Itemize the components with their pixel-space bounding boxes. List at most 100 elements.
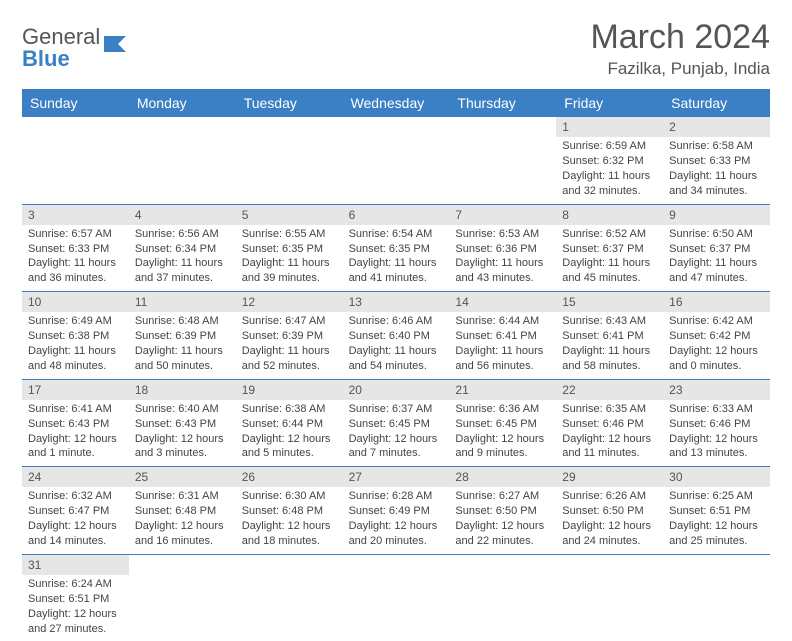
logo: General Blue bbox=[22, 26, 132, 70]
sunrise-text: Sunrise: 6:49 AM bbox=[28, 314, 123, 329]
daylight-text: Daylight: 12 hours and 14 minutes. bbox=[28, 519, 123, 549]
sunrise-text: Sunrise: 6:44 AM bbox=[455, 314, 550, 329]
day-number: 23 bbox=[663, 380, 770, 400]
sunset-text: Sunset: 6:35 PM bbox=[349, 242, 444, 257]
daylight-text: Daylight: 12 hours and 3 minutes. bbox=[135, 432, 230, 462]
calendar-cell-empty bbox=[343, 555, 450, 641]
calendar-cell-empty bbox=[129, 117, 236, 205]
day-number: 28 bbox=[449, 467, 556, 487]
daylight-text: Daylight: 11 hours and 43 minutes. bbox=[455, 256, 550, 286]
day-number: 29 bbox=[556, 467, 663, 487]
day-number: 27 bbox=[343, 467, 450, 487]
page-header: General Blue March 2024 Fazilka, Punjab,… bbox=[22, 18, 770, 79]
calendar-cell: 21Sunrise: 6:36 AMSunset: 6:45 PMDayligh… bbox=[449, 380, 556, 468]
title-block: March 2024 Fazilka, Punjab, India bbox=[590, 18, 770, 79]
daylight-text: Daylight: 11 hours and 54 minutes. bbox=[349, 344, 444, 374]
calendar-cell: 7Sunrise: 6:53 AMSunset: 6:36 PMDaylight… bbox=[449, 205, 556, 293]
sunset-text: Sunset: 6:50 PM bbox=[455, 504, 550, 519]
day-number: 9 bbox=[663, 205, 770, 225]
sunrise-text: Sunrise: 6:33 AM bbox=[669, 402, 764, 417]
day-number: 19 bbox=[236, 380, 343, 400]
sunset-text: Sunset: 6:38 PM bbox=[28, 329, 123, 344]
sunset-text: Sunset: 6:51 PM bbox=[28, 592, 123, 607]
daylight-text: Daylight: 12 hours and 16 minutes. bbox=[135, 519, 230, 549]
calendar-cell-empty bbox=[22, 117, 129, 205]
day-number: 6 bbox=[343, 205, 450, 225]
calendar-cell: 10Sunrise: 6:49 AMSunset: 6:38 PMDayligh… bbox=[22, 292, 129, 380]
sunrise-text: Sunrise: 6:53 AM bbox=[455, 227, 550, 242]
sunset-text: Sunset: 6:47 PM bbox=[28, 504, 123, 519]
sunrise-text: Sunrise: 6:24 AM bbox=[28, 577, 123, 592]
daylight-text: Daylight: 12 hours and 22 minutes. bbox=[455, 519, 550, 549]
daylight-text: Daylight: 12 hours and 1 minute. bbox=[28, 432, 123, 462]
sunrise-text: Sunrise: 6:37 AM bbox=[349, 402, 444, 417]
sunset-text: Sunset: 6:46 PM bbox=[669, 417, 764, 432]
sunrise-text: Sunrise: 6:38 AM bbox=[242, 402, 337, 417]
sunrise-text: Sunrise: 6:30 AM bbox=[242, 489, 337, 504]
calendar-cell-empty bbox=[663, 555, 770, 641]
sunrise-text: Sunrise: 6:36 AM bbox=[455, 402, 550, 417]
daylight-text: Daylight: 11 hours and 50 minutes. bbox=[135, 344, 230, 374]
daylight-text: Daylight: 12 hours and 9 minutes. bbox=[455, 432, 550, 462]
calendar-cell: 24Sunrise: 6:32 AMSunset: 6:47 PMDayligh… bbox=[22, 467, 129, 555]
sunset-text: Sunset: 6:46 PM bbox=[562, 417, 657, 432]
sunrise-text: Sunrise: 6:47 AM bbox=[242, 314, 337, 329]
day-number: 20 bbox=[343, 380, 450, 400]
daylight-text: Daylight: 11 hours and 47 minutes. bbox=[669, 256, 764, 286]
calendar-cell: 13Sunrise: 6:46 AMSunset: 6:40 PMDayligh… bbox=[343, 292, 450, 380]
day-header: Tuesday bbox=[236, 89, 343, 117]
sunrise-text: Sunrise: 6:54 AM bbox=[349, 227, 444, 242]
sunrise-text: Sunrise: 6:35 AM bbox=[562, 402, 657, 417]
calendar-cell-empty bbox=[556, 555, 663, 641]
flag-icon bbox=[104, 34, 132, 59]
day-number: 8 bbox=[556, 205, 663, 225]
calendar-header-row: SundayMondayTuesdayWednesdayThursdayFrid… bbox=[22, 89, 770, 117]
sunset-text: Sunset: 6:42 PM bbox=[669, 329, 764, 344]
calendar-cell: 31Sunrise: 6:24 AMSunset: 6:51 PMDayligh… bbox=[22, 555, 129, 641]
calendar-cell: 16Sunrise: 6:42 AMSunset: 6:42 PMDayligh… bbox=[663, 292, 770, 380]
sunset-text: Sunset: 6:51 PM bbox=[669, 504, 764, 519]
day-number: 16 bbox=[663, 292, 770, 312]
calendar-cell: 5Sunrise: 6:55 AMSunset: 6:35 PMDaylight… bbox=[236, 205, 343, 293]
calendar-cell-empty bbox=[236, 555, 343, 641]
day-number: 24 bbox=[22, 467, 129, 487]
day-number: 12 bbox=[236, 292, 343, 312]
calendar-cell: 9Sunrise: 6:50 AMSunset: 6:37 PMDaylight… bbox=[663, 205, 770, 293]
sunrise-text: Sunrise: 6:31 AM bbox=[135, 489, 230, 504]
calendar-cell: 17Sunrise: 6:41 AMSunset: 6:43 PMDayligh… bbox=[22, 380, 129, 468]
day-number: 15 bbox=[556, 292, 663, 312]
day-header: Sunday bbox=[22, 89, 129, 117]
sunrise-text: Sunrise: 6:48 AM bbox=[135, 314, 230, 329]
calendar-cell: 2Sunrise: 6:58 AMSunset: 6:33 PMDaylight… bbox=[663, 117, 770, 205]
day-number: 11 bbox=[129, 292, 236, 312]
daylight-text: Daylight: 12 hours and 7 minutes. bbox=[349, 432, 444, 462]
calendar-cell: 22Sunrise: 6:35 AMSunset: 6:46 PMDayligh… bbox=[556, 380, 663, 468]
calendar-cell: 1Sunrise: 6:59 AMSunset: 6:32 PMDaylight… bbox=[556, 117, 663, 205]
sunrise-text: Sunrise: 6:59 AM bbox=[562, 139, 657, 154]
daylight-text: Daylight: 11 hours and 48 minutes. bbox=[28, 344, 123, 374]
calendar-body: 1Sunrise: 6:59 AMSunset: 6:32 PMDaylight… bbox=[22, 117, 770, 641]
calendar-cell: 6Sunrise: 6:54 AMSunset: 6:35 PMDaylight… bbox=[343, 205, 450, 293]
logo-text-blue: Blue bbox=[22, 46, 70, 71]
day-header: Monday bbox=[129, 89, 236, 117]
sunrise-text: Sunrise: 6:42 AM bbox=[669, 314, 764, 329]
daylight-text: Daylight: 11 hours and 32 minutes. bbox=[562, 169, 657, 199]
sunset-text: Sunset: 6:48 PM bbox=[135, 504, 230, 519]
day-header: Wednesday bbox=[343, 89, 450, 117]
day-number: 5 bbox=[236, 205, 343, 225]
sunrise-text: Sunrise: 6:56 AM bbox=[135, 227, 230, 242]
sunset-text: Sunset: 6:48 PM bbox=[242, 504, 337, 519]
sunset-text: Sunset: 6:33 PM bbox=[28, 242, 123, 257]
sunrise-text: Sunrise: 6:50 AM bbox=[669, 227, 764, 242]
calendar-cell: 14Sunrise: 6:44 AMSunset: 6:41 PMDayligh… bbox=[449, 292, 556, 380]
calendar-cell-empty bbox=[343, 117, 450, 205]
daylight-text: Daylight: 11 hours and 58 minutes. bbox=[562, 344, 657, 374]
day-number: 14 bbox=[449, 292, 556, 312]
sunset-text: Sunset: 6:41 PM bbox=[455, 329, 550, 344]
sunrise-text: Sunrise: 6:52 AM bbox=[562, 227, 657, 242]
day-number: 2 bbox=[663, 117, 770, 137]
calendar: SundayMondayTuesdayWednesdayThursdayFrid… bbox=[22, 89, 770, 641]
day-number: 13 bbox=[343, 292, 450, 312]
sunset-text: Sunset: 6:32 PM bbox=[562, 154, 657, 169]
sunrise-text: Sunrise: 6:40 AM bbox=[135, 402, 230, 417]
